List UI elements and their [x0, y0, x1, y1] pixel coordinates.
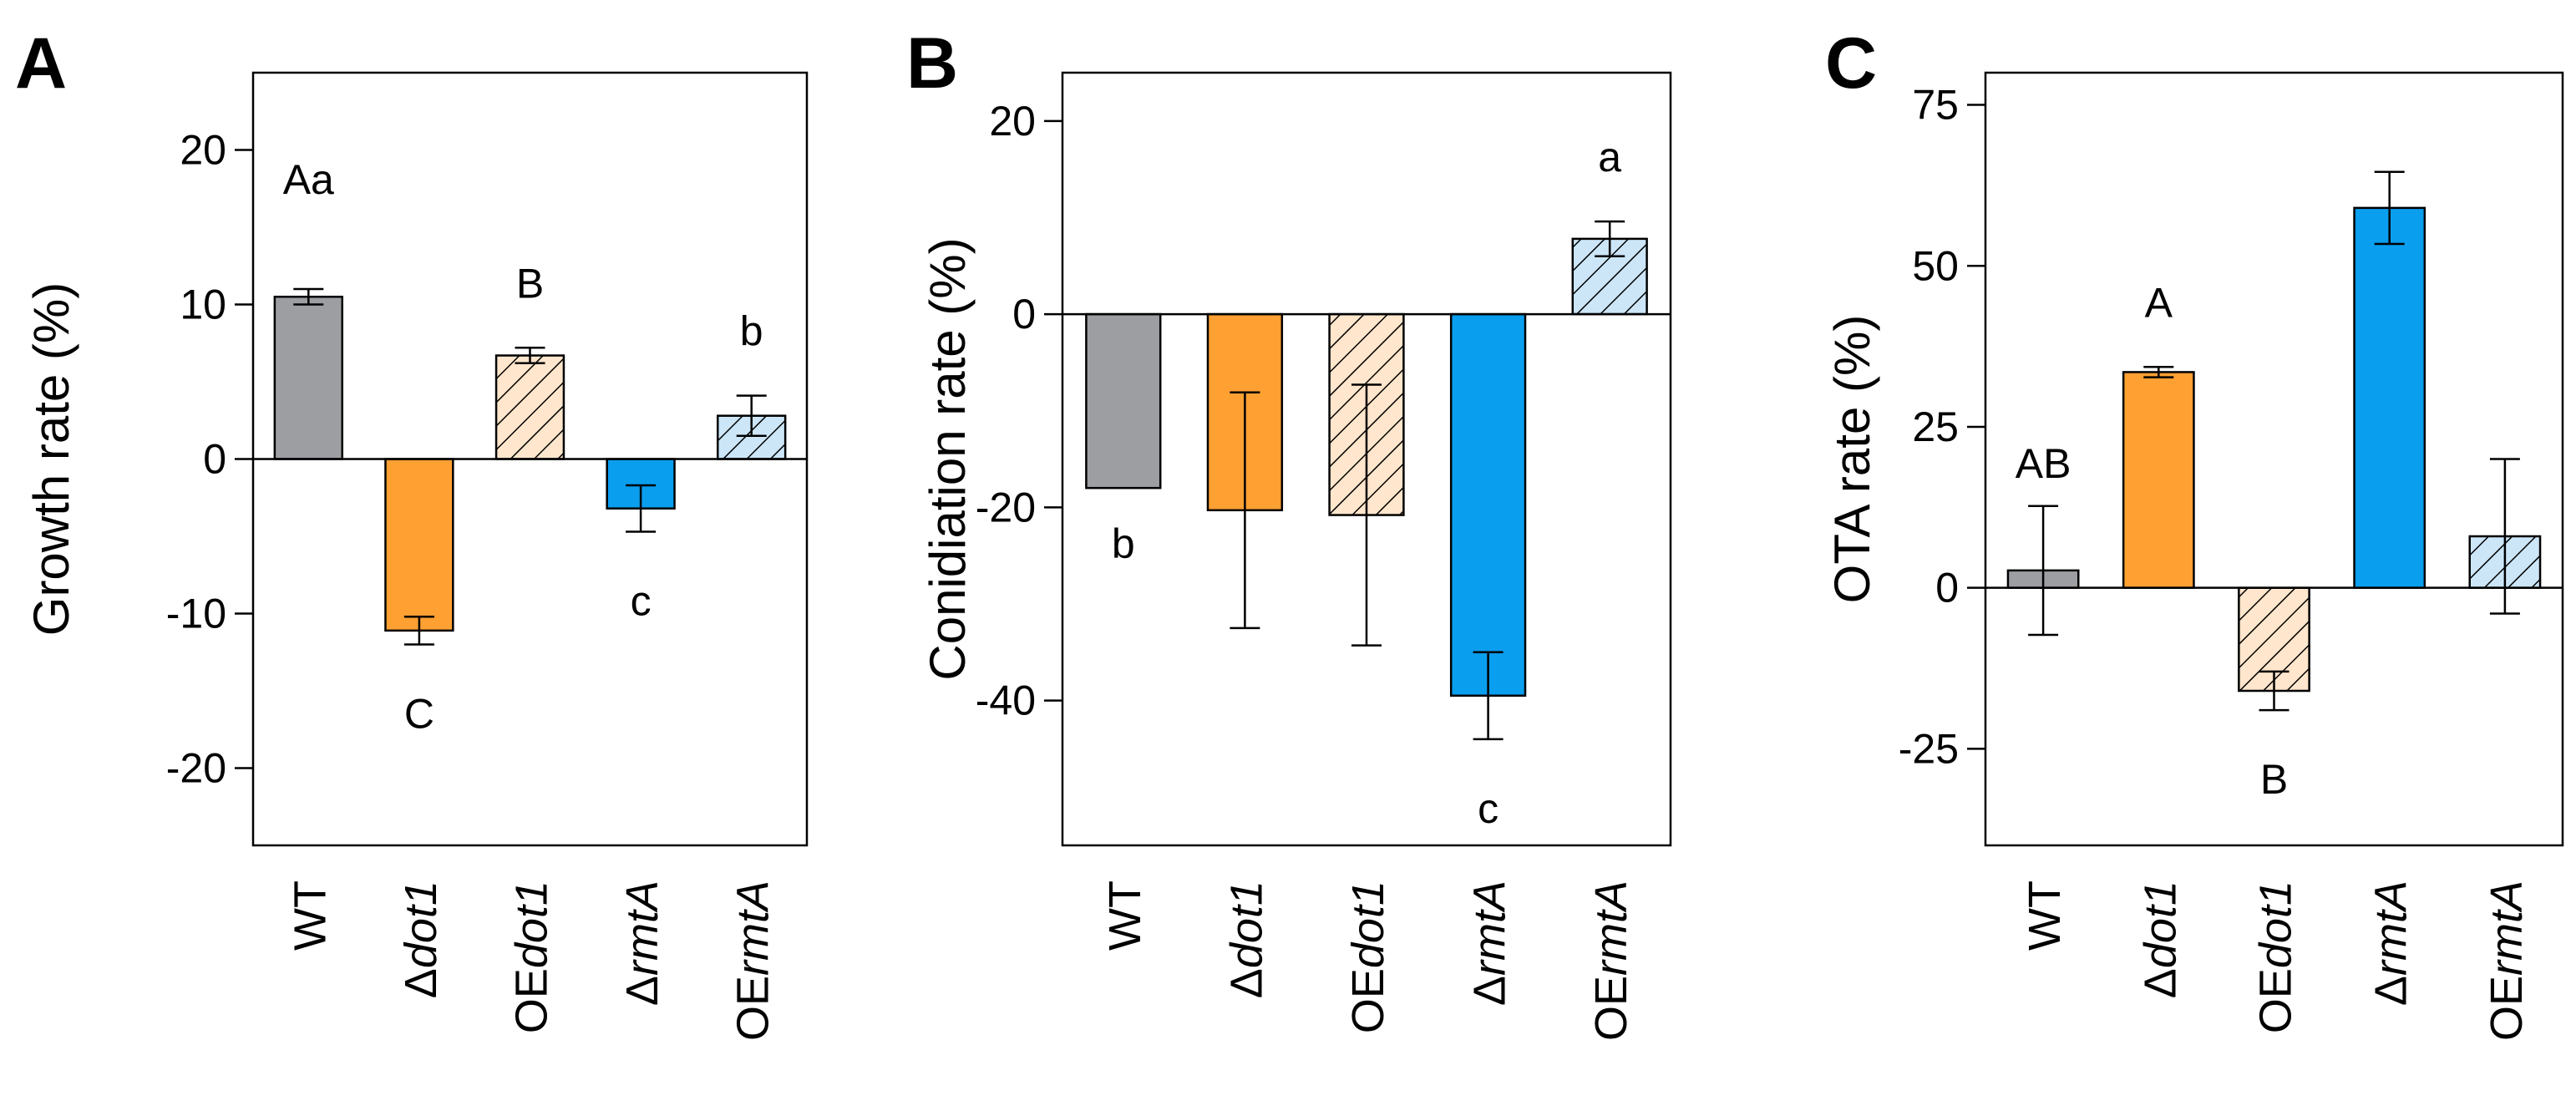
significance-label-a-wt: Aa — [283, 156, 334, 203]
y-tick-label-a-4: -20 — [166, 745, 226, 792]
category-label-b-dot1: Δdot1 — [1221, 880, 1271, 998]
y-tick-label-b-0: 20 — [989, 98, 1036, 145]
bar-a-dot1 — [384, 458, 454, 632]
error-bar-a-dot1 — [403, 615, 434, 646]
y-tick-label-a-2: 0 — [203, 436, 226, 483]
category-label-a-dot1: Δdot1 — [396, 880, 446, 998]
error-bar-c-oe-dot1 — [2259, 670, 2289, 712]
y-axis-title-a: Growth rate (%) — [23, 282, 79, 636]
category-label-a-oe-dot1: OEdot1 — [507, 880, 557, 1033]
plot-frame-b — [1061, 71, 1672, 847]
error-bar-c-rmta — [2374, 170, 2405, 246]
y-tick-label-c-1: 50 — [1912, 242, 1959, 289]
error-bar-b-dot1 — [1230, 391, 1260, 630]
significance-label-b-rmta: c — [1478, 785, 1498, 832]
category-label-b-wt: WT — [1100, 880, 1150, 951]
significance-label-c-dot1: A — [2145, 279, 2173, 326]
category-label-c-wt: WT — [2020, 880, 2070, 951]
error-bar-a-rmta — [626, 484, 657, 533]
category-label-a-wt: WT — [285, 880, 335, 951]
error-bar-a-oe-dot1 — [515, 347, 545, 365]
bar-b-wt — [1085, 312, 1162, 490]
panel-a: A Aa WT C Δdot1 B OEdot1 c ΔrmtA b OErmtA 20 10 0 -10 -… — [15, 23, 809, 1041]
error-bar-a-oe-rmta — [736, 394, 767, 437]
significance-label-b-oe-rmta: a — [1598, 134, 1621, 180]
y-tick-label-a-1: 10 — [180, 282, 226, 328]
bar-a-oe-dot1 — [494, 354, 565, 460]
y-tick-label-a-0: 20 — [180, 127, 226, 174]
y-tick-label-c-0: 75 — [1912, 82, 1959, 129]
y-tick-label-c-2: 25 — [1912, 403, 1959, 450]
error-bar-a-wt — [293, 287, 324, 306]
error-bar-c-dot1 — [2143, 366, 2174, 378]
significance-label-b-wt: b — [1112, 520, 1135, 567]
panel-letter-c: C — [1825, 23, 1877, 104]
bar-c-dot1 — [2122, 371, 2195, 589]
y-axis-title-b: Conidiation rate (%) — [920, 237, 976, 680]
y-tick-label-b-3: -40 — [976, 677, 1036, 724]
category-label-b-oe-rmta: OErmtA — [1586, 880, 1636, 1041]
category-label-c-oe-dot1: OEdot1 — [2251, 880, 2301, 1033]
category-label-a-rmta: ΔrmtA — [617, 880, 667, 1006]
bar-c-rmta — [2353, 206, 2426, 589]
error-bar-b-oe-rmta — [1595, 220, 1625, 257]
y-tick-label-a-3: -10 — [166, 591, 226, 637]
bar-b-rmta — [1449, 312, 1527, 698]
panel-c: C AB WT A Δdot1 B OEdot1 ΔrmtA OErmtA 75 50 25 0 -25 O… — [1824, 23, 2564, 1041]
significance-label-c-oe-dot1: B — [2260, 756, 2288, 803]
plot-frame-c — [1984, 71, 2564, 847]
significance-label-c-wt: AB — [2016, 440, 2071, 487]
significance-label-a-dot1: C — [404, 691, 434, 738]
category-label-b-rmta: ΔrmtA — [1465, 880, 1515, 1006]
category-label-b-oe-dot1: OEdot1 — [1343, 880, 1393, 1033]
significance-label-a-oe-rmta: b — [740, 308, 763, 355]
bar-a-wt — [273, 296, 343, 460]
panel-letter-a: A — [15, 23, 67, 104]
category-label-c-dot1: Δdot1 — [2135, 880, 2185, 998]
panel-letter-b: B — [906, 23, 958, 104]
error-bar-b-oe-dot1 — [1351, 383, 1382, 647]
category-label-c-rmta: ΔrmtA — [2366, 880, 2416, 1006]
y-axis-title-c: OTA rate (%) — [1824, 315, 1880, 604]
error-bar-b-rmta — [1473, 651, 1504, 741]
category-label-c-oe-rmta: OErmtA — [2482, 880, 2532, 1041]
y-tick-label-b-1: 0 — [1012, 291, 1036, 337]
significance-label-a-oe-dot1: B — [516, 260, 544, 307]
y-tick-label-c-3: 0 — [1935, 565, 1959, 611]
panel-b: Bb WT Δdot1 OEdot1 c ΔrmtA a OErmtA 20 0 -20 -40Con… — [906, 23, 1672, 1041]
y-tick-label-b-2: -20 — [976, 484, 1036, 530]
significance-label-a-rmta: c — [631, 577, 652, 624]
category-label-a-oe-rmta: OErmtA — [728, 880, 778, 1041]
y-tick-label-c-4: -25 — [1899, 725, 1959, 772]
error-bar-c-wt — [2028, 505, 2059, 637]
